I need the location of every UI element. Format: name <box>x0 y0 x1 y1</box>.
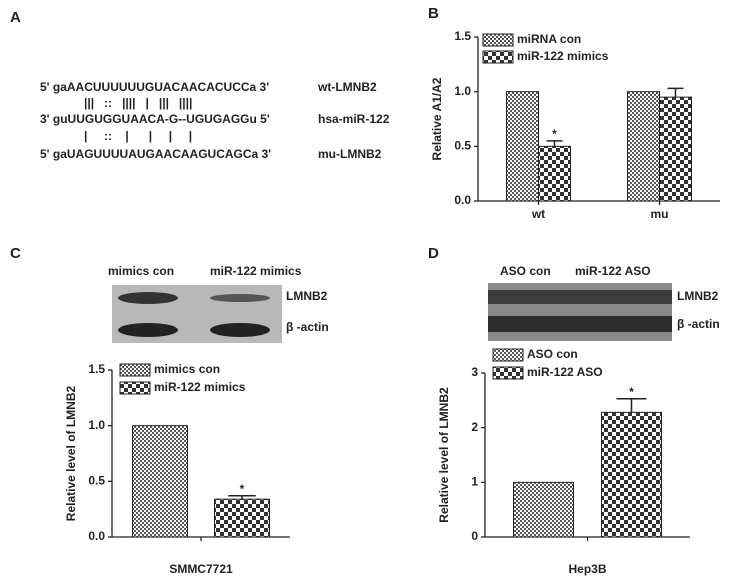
band-label: β -actin <box>286 320 329 334</box>
sequence-name: hsa-miR-122 <box>318 112 390 126</box>
bar <box>513 481 574 538</box>
panel-label: D <box>428 245 439 262</box>
sequence: 5' gaUAGUUUUAUGAACAAGUCAGCa 3' <box>40 147 271 161</box>
blot-band <box>210 323 270 337</box>
y-tick-label: 0.0 <box>454 193 471 207</box>
sequence: 3' guUUGUGGUAACA-G--UGUGAGGu 5' <box>40 112 270 126</box>
y-tick-label: 2 <box>471 420 478 434</box>
panel-label: C <box>10 245 21 262</box>
band-label: LMNB2 <box>286 289 328 303</box>
lane-label: ASO con <box>500 264 551 278</box>
x-tick-label: Hep3B <box>568 562 606 576</box>
y-tick-label: 0.5 <box>88 474 105 488</box>
legend-label: miR-122 ASO <box>527 365 603 379</box>
y-tick-label: 3 <box>471 365 478 379</box>
y-tick-label: 1 <box>471 475 478 489</box>
band-label: β -actin <box>677 317 720 331</box>
blot-band <box>118 292 178 304</box>
error-bar <box>228 495 256 500</box>
lane-label: miR-122 mimics <box>210 264 302 278</box>
y-tick-label: 1.5 <box>88 362 105 376</box>
x-tick-label: SMMC7721 <box>169 562 233 576</box>
x-tick-label: wt <box>531 207 545 221</box>
panel-label: B <box>428 5 439 22</box>
bar <box>538 145 571 202</box>
legend-label: miR-122 mimics <box>517 49 609 63</box>
sequence-name: mu-LMNB2 <box>318 147 382 161</box>
legend-label: ASO con <box>527 347 578 361</box>
legend-label: mimics con <box>154 362 220 376</box>
significance-mark: * <box>552 127 557 141</box>
sequence-name: wt-LMNB2 <box>317 80 377 94</box>
lane-label: miR-122 ASO <box>575 264 651 278</box>
significance-mark: * <box>240 482 245 496</box>
legend-label: miRNA con <box>517 32 581 46</box>
legend-label: miR-122 mimics <box>154 380 246 394</box>
bar <box>214 498 270 538</box>
lane-label: mimics con <box>108 264 174 278</box>
x-tick-label: mu <box>651 207 669 221</box>
y-axis-label: Relative level of LMNB2 <box>437 387 451 523</box>
error-bar <box>667 87 684 98</box>
y-axis-label: Relative level of LMNB2 <box>64 385 78 521</box>
y-tick-label: 0.0 <box>88 529 105 543</box>
legend-swatch <box>482 50 514 64</box>
bar <box>132 425 188 538</box>
legend-swatch <box>119 363 151 377</box>
bar <box>659 96 692 202</box>
bar <box>627 91 660 202</box>
pairing: | :: | | | | <box>84 129 192 143</box>
bar <box>506 91 539 202</box>
blot-band <box>210 294 270 302</box>
y-tick-label: 0.5 <box>454 139 471 153</box>
y-tick-label: 1.5 <box>454 29 471 43</box>
blot-band <box>488 290 672 304</box>
y-axis-label: Relative A1/A2 <box>430 77 444 160</box>
blot-band <box>488 316 672 332</box>
pairing: ||| :: |||| | ||| |||| <box>84 96 192 110</box>
y-tick-label: 0 <box>471 529 478 543</box>
band-label: LMNB2 <box>677 289 719 303</box>
legend-swatch <box>482 33 514 47</box>
legend-swatch <box>492 348 524 362</box>
y-tick-label: 1.0 <box>88 418 105 432</box>
panel-label: A <box>10 9 21 26</box>
error-bar <box>616 397 647 413</box>
blot-band <box>118 323 178 337</box>
legend-swatch <box>492 366 524 380</box>
bar <box>601 411 662 538</box>
legend-swatch <box>119 381 151 395</box>
y-tick-label: 1.0 <box>454 84 471 98</box>
error-bar <box>546 140 563 147</box>
sequence: 5' gaAACUUUUUUGUACAACACUCCa 3' <box>40 80 269 94</box>
significance-mark: * <box>629 385 634 399</box>
